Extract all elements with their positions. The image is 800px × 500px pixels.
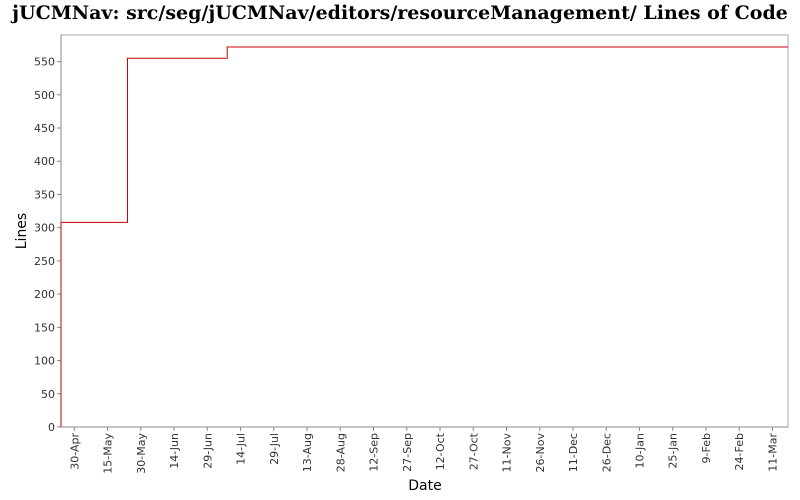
x-axis-label: Date (408, 478, 441, 494)
x-tick-label: 14-Jun (168, 433, 181, 469)
x-tick-label: 26-Nov (534, 433, 547, 473)
x-tick-label: 13-Aug (301, 433, 314, 472)
x-tick-label: 29-Jun (201, 433, 214, 469)
plot-area (60, 34, 789, 428)
x-tick-label: 14-Jul (235, 433, 248, 465)
y-tick-label: 400 (34, 155, 55, 168)
y-tick-label: 50 (41, 388, 55, 401)
y-tick-label: 100 (34, 355, 55, 368)
y-tick-label: 350 (34, 188, 55, 201)
y-tick-label: 200 (34, 288, 55, 301)
x-tick-label: 10-Jan (633, 433, 646, 469)
y-tick-label: 0 (48, 421, 55, 434)
x-tick-label: 9-Feb (700, 433, 713, 463)
x-tick-label: 27-Oct (467, 432, 480, 470)
series-group (60, 46, 788, 427)
y-axis-ticks: 0 50 100 150 200 250 300 350 400 450 500 550 (34, 56, 61, 434)
series-line (60, 46, 788, 427)
x-tick-label: 24-Feb (733, 433, 746, 470)
x-tick-label: 12-Oct (434, 432, 447, 470)
x-tick-label: 26-Dec (600, 433, 613, 472)
x-tick-label: 12-Sep (368, 433, 381, 472)
x-tick-label: 11-Mar (766, 433, 779, 472)
y-axis-label: Lines (14, 213, 30, 249)
x-tick-label: 29-Jul (268, 433, 281, 465)
x-tick-label: 25-Jan (667, 433, 680, 469)
y-tick-label: 450 (34, 122, 55, 135)
x-axis-ticks: 30-Apr 15-May 30-May 14-Jun 29-Jun 14-Jul 29-J… (68, 427, 779, 474)
x-tick-label: 15-May (102, 433, 115, 474)
y-tick-label: 550 (34, 56, 55, 69)
chart-title: jUCMNav: src/seg/jUCMNav/editors/resourc… (12, 2, 788, 24)
x-tick-label: 27-Sep (401, 433, 414, 472)
y-tick-label: 150 (34, 321, 55, 334)
x-tick-label: 11-Dec (567, 433, 580, 472)
y-tick-label: 300 (34, 222, 55, 235)
y-tick-label: 500 (34, 89, 55, 102)
x-tick-label: 30-May (135, 433, 148, 474)
x-tick-label: 28-Aug (334, 433, 347, 472)
x-tick-label: 30-Apr (68, 433, 81, 470)
y-tick-label: 250 (34, 255, 55, 268)
x-tick-label: 11-Nov (501, 433, 514, 473)
